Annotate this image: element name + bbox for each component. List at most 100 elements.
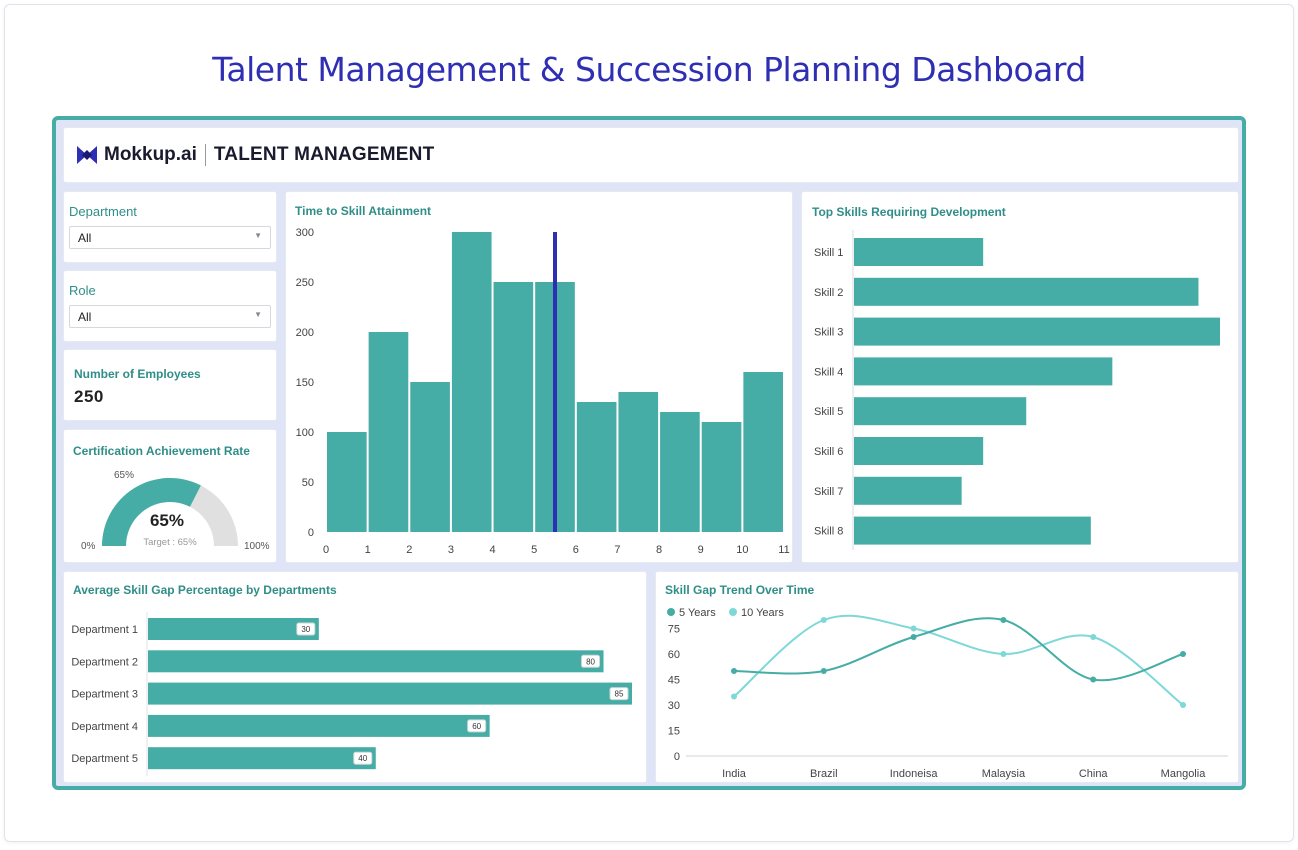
trend-card: Skill Gap Trend Over Time 5 Years 10 Year… — [656, 572, 1238, 782]
chevron-down-icon: ▼ — [254, 231, 262, 240]
histogram-bar — [493, 282, 534, 532]
department-label: Department 3 — [71, 689, 138, 701]
skill-bar — [854, 516, 1091, 545]
department-bar — [148, 714, 490, 737]
x-tick-label: Mangolia — [1161, 768, 1207, 780]
gauge-title: Certification Achievement Rate — [73, 444, 250, 458]
x-tick-label: China — [1079, 768, 1109, 780]
y-tick-label: 50 — [302, 477, 314, 489]
y-tick-label: 200 — [296, 327, 314, 339]
data-label: 40 — [358, 754, 367, 763]
y-tick-label: 250 — [296, 277, 314, 289]
department-select[interactable]: All ▼ — [69, 226, 271, 249]
mokkup-logo-icon — [77, 146, 97, 164]
dept-gap-chart: Department 1 30 Department 2 80 Department 3… — [71, 612, 632, 776]
series-point — [910, 625, 917, 632]
gauge-fill — [102, 478, 201, 546]
histogram-chart: 0 50 100 150 200 250 300 0 1 2 3 4 5 6 7 8 9 10 11 — [296, 227, 790, 556]
y-tick-label: 100 — [296, 427, 314, 439]
x-tick-label: 0 — [323, 544, 329, 556]
y-tick-label: 30 — [668, 700, 680, 712]
data-label-box — [296, 622, 316, 636]
x-tick-label: 9 — [698, 544, 704, 556]
chevron-down-icon: ▼ — [254, 310, 262, 319]
x-tick-label: Brazil — [810, 768, 838, 780]
skill-bar — [854, 357, 1113, 386]
data-label: 80 — [586, 657, 595, 666]
histogram-title: Time to Skill Attainment — [295, 204, 432, 218]
dashboard-container: Mokkup.ai TALENT MANAGEMENT Department A… — [52, 116, 1246, 790]
logo-text: Mokkup.ai — [104, 144, 197, 165]
data-label: 60 — [472, 722, 481, 731]
y-tick-label: 0 — [308, 527, 314, 539]
department-value: All — [78, 231, 92, 245]
skill-bar — [854, 397, 1027, 426]
x-tick-label: Indoneisa — [890, 768, 939, 780]
page-title: Talent Management & Succession Planning … — [212, 50, 1086, 89]
series-point — [1180, 702, 1186, 708]
skill-bar — [854, 277, 1199, 306]
legend-label: 5 Years — [679, 607, 716, 619]
x-tick-label: 11 — [778, 544, 789, 556]
x-tick-label: 8 — [656, 544, 662, 556]
x-tick-label: 4 — [489, 544, 495, 556]
x-tick-label: Malaysia — [982, 768, 1026, 780]
department-label: Department 4 — [71, 721, 138, 733]
gauge-chart: 65% Target : 65% 65% 0% 100% — [81, 470, 270, 552]
histogram-bar — [660, 412, 700, 532]
data-label-box — [609, 687, 629, 701]
skill-bar — [854, 437, 984, 465]
gauge-value: 65% — [150, 511, 184, 530]
data-label-box — [467, 719, 487, 733]
skill-bar — [854, 238, 984, 266]
skill-label: Skill 6 — [814, 446, 843, 458]
data-label: 30 — [301, 625, 310, 634]
skill-label: Skill 5 — [814, 406, 843, 418]
data-label-box — [353, 751, 373, 765]
series-point — [820, 668, 827, 674]
y-tick-label: 0 — [674, 751, 680, 763]
series-point — [910, 634, 917, 640]
department-bar — [148, 618, 319, 640]
histogram-bar — [701, 422, 742, 532]
department-bar — [148, 650, 604, 673]
header-divider — [204, 144, 206, 166]
department-label: Department 1 — [71, 624, 138, 636]
skill-label: Skill 2 — [814, 287, 843, 299]
header-title: TALENT MANAGEMENT — [213, 144, 435, 165]
legend-label: 10 Years — [741, 607, 784, 619]
gauge-target: Target : 65% — [143, 537, 197, 548]
series-line — [733, 617, 1184, 682]
histogram-bar — [618, 392, 659, 532]
series-point — [1090, 634, 1097, 640]
employee-count-card: Number of Employees 250 — [64, 350, 276, 420]
skill-bar — [854, 317, 1220, 346]
skill-bar — [854, 476, 962, 505]
x-tick-label: 1 — [365, 544, 371, 556]
dept-gap-card: Average Skill Gap Percentage by Departme… — [64, 572, 646, 782]
histogram-bar — [451, 232, 492, 532]
department-label: Department 2 — [71, 656, 138, 668]
histogram-bar — [368, 332, 409, 532]
data-label: 85 — [615, 690, 624, 699]
kpi-value: 250 — [74, 387, 104, 406]
y-tick-label: 60 — [668, 649, 680, 661]
skill-label: Skill 4 — [814, 366, 843, 378]
trend-title: Skill Gap Trend Over Time — [665, 583, 815, 597]
trend-chart: 5 Years 10 Years 0 15 30 45 60 75 India Brazil Ind… — [667, 607, 1228, 780]
role-value: All — [78, 310, 92, 324]
y-tick-label: 300 — [296, 227, 314, 239]
legend-marker — [667, 608, 675, 616]
skill-label: Skill 8 — [814, 526, 843, 538]
role-select[interactable]: All ▼ — [69, 305, 271, 328]
x-tick-label: 5 — [531, 544, 537, 556]
kpi-label: Number of Employees — [74, 367, 201, 381]
top-skills-chart: Skill 1 Skill 2 Skill 3 Skill 4 Skill 5 Skill… — [814, 230, 1220, 550]
y-tick-label: 45 — [668, 675, 680, 687]
y-tick-label: 75 — [668, 624, 680, 636]
y-tick-label: 150 — [296, 377, 314, 389]
department-label: Department — [69, 204, 137, 219]
dept-gap-title: Average Skill Gap Percentage by Departme… — [73, 583, 337, 597]
series-point — [820, 617, 827, 623]
histogram-card: Time to Skill Attainment 0 50 100 150 200 250… — [286, 192, 792, 562]
